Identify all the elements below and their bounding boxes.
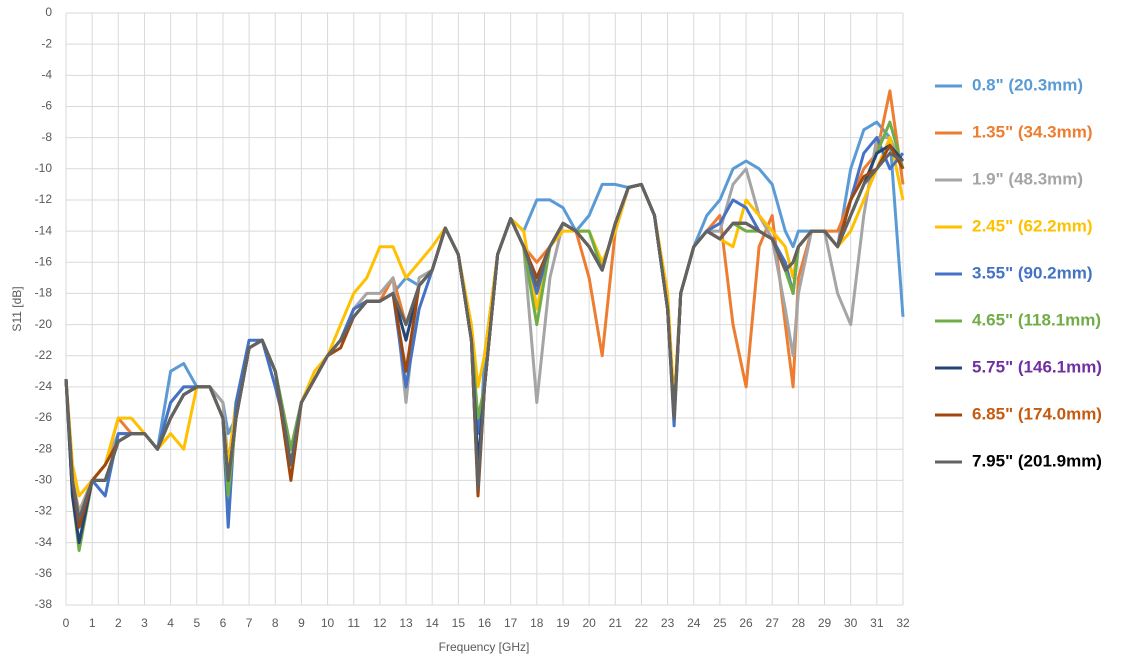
legend-label: 6.85" (174.0mm)	[972, 404, 1102, 423]
legend-label: 2.45" (62.2mm)	[972, 216, 1093, 235]
x-tick-label: 23	[661, 616, 675, 630]
x-tick-label: 1	[89, 616, 96, 630]
x-tick-label: 2	[115, 616, 122, 630]
legend-label: 7.95" (201.9mm)	[972, 451, 1102, 470]
y-tick-label: 0	[45, 5, 52, 19]
y-tick-label: -24	[35, 379, 53, 393]
y-tick-label: -8	[41, 130, 52, 144]
y-tick-label: -26	[35, 410, 53, 424]
y-tick-label: -16	[35, 254, 53, 268]
x-tick-label: 31	[870, 616, 884, 630]
legend-label: 3.55" (90.2mm)	[972, 263, 1093, 282]
y-tick-label: -14	[35, 223, 53, 237]
y-tick-label: -30	[35, 473, 53, 487]
series-line	[64, 151, 904, 521]
x-tick-label: 24	[687, 616, 701, 630]
x-tick-label: 18	[530, 616, 544, 630]
x-tick-label: 27	[766, 616, 780, 630]
x-tick-label: 13	[399, 616, 413, 630]
x-tick-label: 12	[373, 616, 387, 630]
x-tick-label: 3	[141, 616, 148, 630]
x-tick-label: 11	[347, 616, 360, 630]
legend-label: 1.9" (48.3mm)	[972, 169, 1083, 188]
x-tick-label: 17	[504, 616, 518, 630]
y-tick-label: -4	[41, 67, 52, 81]
x-tick-label: 16	[478, 616, 492, 630]
x-tick-label: 5	[193, 616, 200, 630]
x-tick-label: 19	[556, 616, 570, 630]
x-tick-label: 0	[63, 616, 70, 630]
y-axis-title: S11 [dB]	[10, 286, 24, 331]
legend-label: 5.75" (146.1mm)	[972, 357, 1102, 376]
x-tick-label: 4	[167, 616, 174, 630]
x-tick-label: 15	[452, 616, 466, 630]
x-tick-label: 20	[582, 616, 596, 630]
legend-label: 1.35" (34.3mm)	[972, 122, 1093, 141]
y-tick-label: -22	[35, 348, 53, 362]
x-tick-label: 30	[844, 616, 858, 630]
x-tick-label: 7	[246, 616, 253, 630]
x-tick-label: 26	[739, 616, 753, 630]
y-tick-label: -34	[35, 535, 53, 549]
y-tick-label: -2	[41, 36, 52, 50]
x-tick-label: 10	[321, 616, 335, 630]
x-tick-label: 8	[272, 616, 279, 630]
x-tick-label: 29	[818, 616, 832, 630]
legend-label: 0.8" (20.3mm)	[972, 75, 1083, 94]
x-tick-label: 32	[896, 616, 910, 630]
x-tick-label: 28	[792, 616, 806, 630]
y-tick-label: -36	[35, 566, 53, 580]
y-tick-label: -12	[35, 192, 53, 206]
y-tick-label: -32	[35, 504, 53, 518]
y-tick-label: -28	[35, 441, 53, 455]
y-tick-label: -20	[35, 317, 53, 331]
x-axis-title: Frequency [GHz]	[439, 640, 530, 654]
x-tick-label: 14	[426, 616, 440, 630]
legend-label: 4.65" (118.1mm)	[972, 310, 1101, 329]
x-tick-label: 6	[220, 616, 227, 630]
y-tick-label: -38	[35, 597, 53, 611]
x-tick-label: 25	[713, 616, 727, 630]
x-tick-label: 21	[609, 616, 623, 630]
x-tick-label: 9	[298, 616, 305, 630]
y-tick-label: -18	[35, 286, 53, 300]
y-tick-label: -10	[35, 161, 53, 175]
y-tick-label: -6	[41, 99, 52, 113]
x-tick-label: 22	[635, 616, 649, 630]
